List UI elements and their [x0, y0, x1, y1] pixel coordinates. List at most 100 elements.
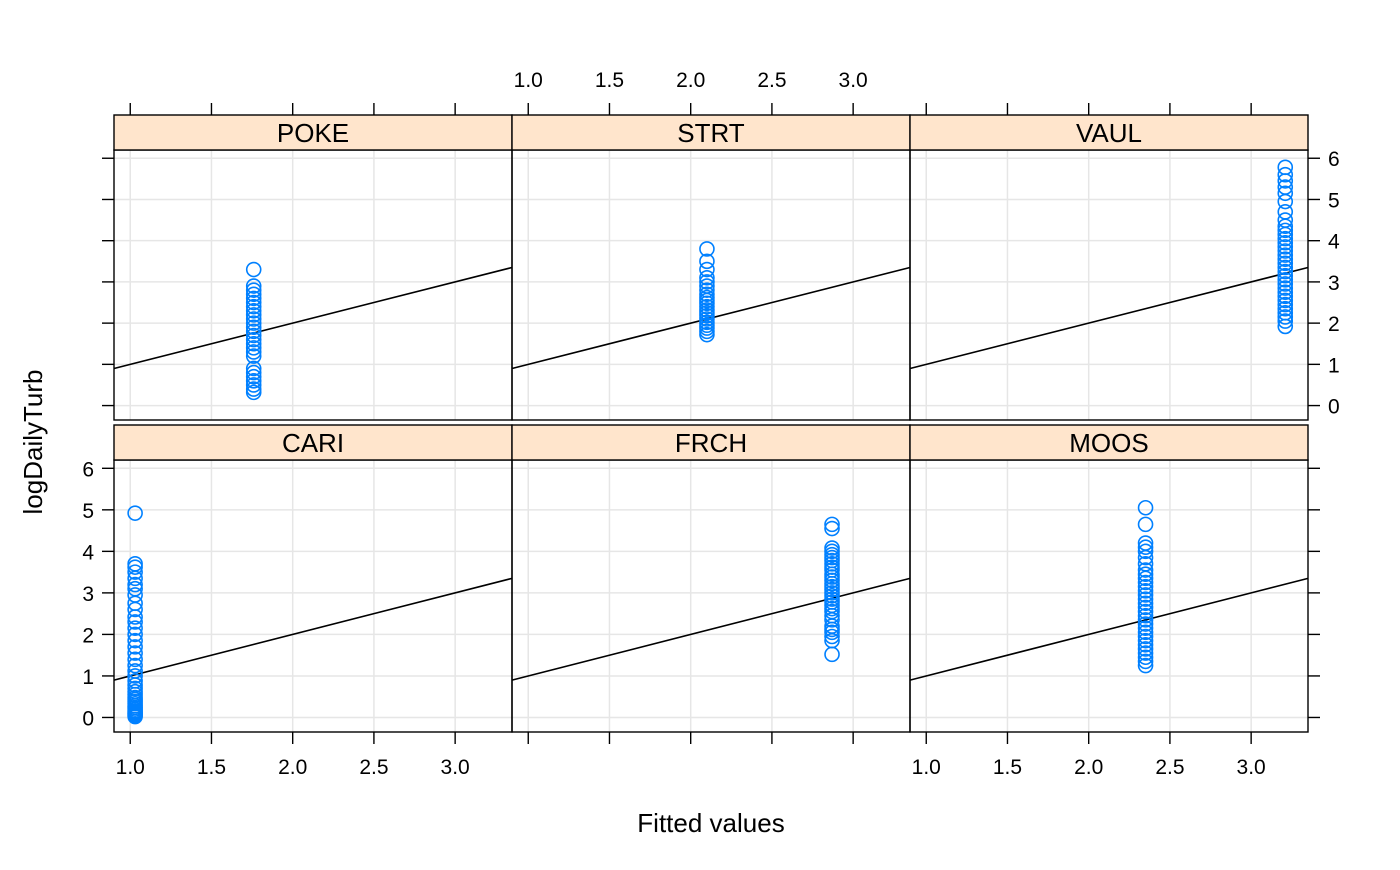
data-point-moos — [1137, 556, 1154, 572]
data-point-cari — [127, 580, 143, 597]
y-tick-label-right: 0 — [1328, 396, 1340, 419]
data-point-strt — [699, 269, 715, 286]
data-point-frch — [824, 540, 840, 556]
y-tick-label-right: 4 — [1328, 231, 1340, 254]
strip-label-vaul: VAUL — [1076, 118, 1142, 148]
data-point-moos — [1137, 587, 1154, 603]
data-point-strt — [699, 282, 715, 298]
x-tick-label-top: 2.5 — [757, 69, 786, 92]
data-point-moos — [1137, 574, 1154, 591]
strip-label-cari: CARI — [282, 428, 344, 458]
x-tick-label-bottom: 2.0 — [278, 756, 307, 779]
data-point-poke — [245, 278, 262, 294]
data-point-moos — [1137, 607, 1154, 624]
data-point-vaul — [1277, 280, 1294, 296]
data-point-cari — [127, 673, 143, 689]
strip-strt — [511, 114, 911, 151]
data-point-strt — [699, 286, 715, 303]
x-tick-label-top: 3.0 — [839, 69, 868, 92]
data-point-poke — [245, 327, 262, 344]
data-point-cari — [127, 564, 143, 580]
data-point-moos — [1137, 632, 1154, 649]
data-point-vaul — [1277, 204, 1294, 220]
axes-layer: 1.0 1.5 2.0 2.5 3.0 1.0 1.5 2.0 2.5 3.0 1.0 1.5 2.0 2… — [82, 69, 1340, 779]
y-tick-label-right: 3 — [1328, 272, 1340, 295]
panel-frame-poke — [113, 149, 513, 421]
data-point-vaul — [1277, 222, 1294, 239]
data-point-moos — [1137, 645, 1154, 661]
grid-layer — [114, 150, 1308, 732]
panel-frame-frch — [511, 459, 911, 733]
data-point-vaul — [1277, 234, 1294, 251]
x-tick-label-bottom: 3.0 — [441, 756, 470, 779]
data-point-strt — [699, 274, 715, 290]
data-point-poke — [245, 294, 262, 311]
data-point-moos — [1137, 595, 1154, 612]
data-point-vaul — [1277, 305, 1294, 321]
reference-line-cari — [113, 577, 513, 681]
data-point-vaul — [1277, 309, 1294, 325]
x-tick-label-top: 1.0 — [514, 69, 543, 92]
data-point-moos — [1137, 535, 1154, 551]
strip-vaul — [909, 114, 1309, 151]
y-tick-label-right: 2 — [1328, 313, 1340, 336]
data-point-vaul — [1277, 288, 1294, 305]
y-tick-label-right: 1 — [1328, 354, 1340, 377]
data-point-poke — [245, 364, 262, 381]
data-point-poke — [245, 377, 262, 393]
y-tick-label-left: 5 — [82, 500, 94, 523]
data-point-frch — [824, 520, 840, 537]
strip-frch — [511, 424, 911, 461]
data-point-cari — [127, 651, 143, 668]
data-point-moos — [1137, 612, 1154, 628]
data-point-cari — [127, 620, 143, 636]
strip-cari — [113, 424, 513, 461]
data-point-poke — [245, 373, 262, 389]
data-point-vaul — [1277, 193, 1294, 210]
data-point-moos — [1137, 641, 1154, 657]
data-point-moos — [1137, 657, 1154, 674]
data-point-poke — [245, 261, 262, 278]
data-point-poke — [245, 302, 262, 319]
data-point-moos — [1137, 624, 1154, 641]
y-tick-label-left: 0 — [82, 707, 94, 730]
data-point-cari — [127, 626, 143, 643]
data-point-poke — [245, 290, 262, 307]
strips-layer: CARI FRCH MOOS POKE STRT VAUL — [113, 114, 1309, 461]
data-point-vaul — [1277, 185, 1294, 202]
data-point-vaul — [1277, 296, 1294, 313]
x-tick-label-top: 1.5 — [595, 69, 624, 92]
data-point-moos — [1137, 583, 1154, 599]
data-point-frch — [824, 628, 840, 645]
data-point-moos — [1137, 616, 1154, 632]
data-point-poke — [245, 307, 262, 323]
data-point-cari — [127, 614, 143, 630]
data-point-poke — [245, 381, 262, 397]
data-point-moos — [1137, 603, 1154, 620]
data-point-vaul — [1277, 276, 1294, 292]
data-point-vaul — [1277, 166, 1294, 183]
data-point-strt — [699, 278, 715, 294]
y-tick-label-left: 6 — [82, 458, 94, 481]
data-point-strt — [699, 241, 715, 257]
x-tick-label-bottom: 1.0 — [116, 756, 145, 779]
data-point-cari — [127, 663, 143, 679]
data-point-moos — [1137, 636, 1154, 653]
x-tick-label-bottom: 1.5 — [993, 756, 1022, 779]
data-point-vaul — [1277, 251, 1294, 268]
data-point-vaul — [1277, 259, 1294, 276]
y-tick-label-left: 1 — [82, 666, 94, 689]
data-point-moos — [1137, 539, 1154, 556]
data-point-poke — [245, 335, 262, 352]
data-point-poke — [245, 348, 262, 364]
reference-line-frch — [511, 577, 911, 681]
x-tick-label-bottom: 1.5 — [197, 756, 226, 779]
reference-line-moos — [909, 577, 1309, 681]
data-point-vaul — [1277, 284, 1294, 301]
data-point-poke — [245, 344, 262, 360]
data-point-moos — [1137, 620, 1154, 636]
data-point-moos — [1137, 649, 1154, 666]
data-point-moos — [1137, 499, 1154, 516]
